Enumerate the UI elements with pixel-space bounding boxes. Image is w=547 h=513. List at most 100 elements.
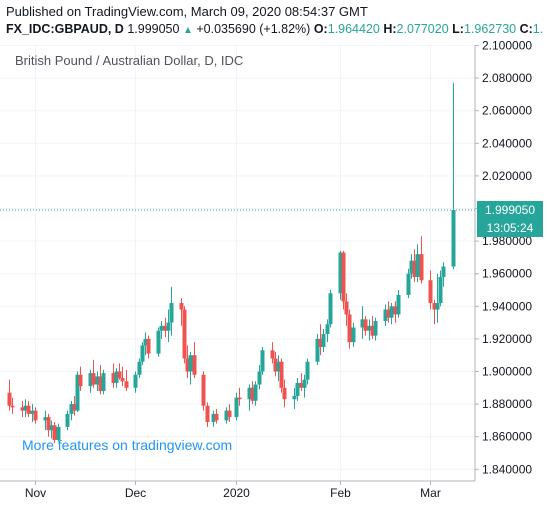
candle-body [428, 280, 433, 304]
candle [117, 363, 122, 380]
candle-body [52, 425, 57, 440]
candle-body [120, 378, 125, 382]
candle-body [56, 426, 61, 440]
candle-body [169, 303, 174, 323]
candle [360, 306, 365, 339]
candle-body [114, 371, 119, 383]
candle-body [214, 413, 219, 421]
candle-body [396, 294, 401, 315]
candle-body [111, 373, 116, 383]
candle [43, 410, 48, 431]
candle [292, 387, 297, 409]
candle-body [117, 371, 122, 379]
candle-body [441, 266, 446, 277]
candle [52, 422, 57, 444]
candle [185, 345, 190, 379]
candle [273, 351, 278, 377]
change-value: +0.035690 (+1.82%) [196, 22, 311, 36]
close-value: 1. [532, 22, 544, 36]
candle [224, 407, 229, 424]
candle-body [276, 361, 281, 372]
candle [163, 317, 168, 338]
candle-body [95, 376, 100, 385]
candle-body [432, 303, 437, 310]
candle [406, 268, 411, 299]
candle-body [78, 374, 83, 387]
candle [137, 358, 142, 379]
open-value: 1.964420 [327, 22, 380, 36]
y-tick-label: 1.980000 [482, 234, 532, 248]
candle [451, 82, 456, 270]
candle-body [224, 410, 229, 421]
price-axis: 2.100000 2.080000 2.060000 2.040000 2.020000… [475, 39, 532, 476]
candle-body [367, 325, 372, 331]
candle-body [386, 309, 391, 318]
candle [412, 249, 417, 282]
candle [260, 347, 265, 375]
candle-body [88, 373, 93, 387]
candle-body [201, 374, 206, 406]
candle-body [363, 319, 368, 331]
candles [7, 82, 456, 444]
candle-body [237, 397, 242, 400]
candle-body [75, 374, 80, 411]
candle [325, 319, 330, 343]
y-tick-label: 1.840000 [482, 462, 532, 476]
candle [211, 410, 216, 427]
last-value: 1.999050 [127, 22, 180, 36]
candle-body [260, 350, 265, 372]
candle-body [179, 303, 184, 310]
candle-body [101, 373, 106, 392]
promo-link[interactable]: More features on tradingview.com [22, 437, 233, 453]
candle [328, 290, 333, 328]
candle [133, 371, 138, 393]
published-line: Published on TradingView.com, March 09, … [6, 4, 368, 19]
candle [279, 358, 284, 393]
candle [20, 400, 25, 418]
candle [23, 399, 28, 418]
candle-body [295, 382, 300, 396]
candle-body [140, 345, 145, 362]
candle [419, 236, 424, 284]
candle [428, 270, 433, 310]
candle [88, 369, 93, 393]
candle-body [279, 361, 284, 388]
candle [438, 270, 443, 307]
candle [188, 351, 193, 385]
candle-body [270, 350, 275, 359]
candle-body [273, 358, 278, 372]
candle [182, 306, 187, 364]
candle [389, 303, 394, 325]
time-axis: Nov Dec 2020 Feb Mar [25, 481, 441, 500]
candle [441, 262, 446, 287]
candle [114, 368, 119, 388]
candle-body [305, 361, 310, 380]
candle [367, 319, 372, 341]
candle-body [406, 273, 411, 295]
candle-body [321, 334, 326, 348]
candle [393, 301, 398, 323]
candle-body [415, 254, 420, 277]
y-tick-label: 2.020000 [482, 169, 532, 183]
candle [159, 320, 164, 339]
pane-title: British Pound / Australian Dollar, D, ID… [15, 53, 244, 68]
candle-body [383, 309, 388, 321]
candle-body [98, 376, 103, 392]
low-value: 1.962730 [463, 22, 517, 36]
candle-body [318, 338, 323, 348]
candle-body [188, 355, 193, 372]
candle [26, 400, 31, 418]
x-tick-label: Mar [420, 486, 441, 500]
candle [156, 327, 161, 357]
candle-body [159, 325, 164, 331]
candle [214, 408, 219, 424]
candle-body [227, 410, 232, 418]
candle [166, 309, 171, 343]
candle-body [373, 320, 378, 336]
candle-body [163, 325, 168, 331]
y-tick-label: 1.880000 [482, 397, 532, 411]
y-tick-label: 2.080000 [482, 71, 532, 85]
candle-body [69, 404, 74, 414]
y-tick-label: 1.900000 [482, 365, 532, 379]
